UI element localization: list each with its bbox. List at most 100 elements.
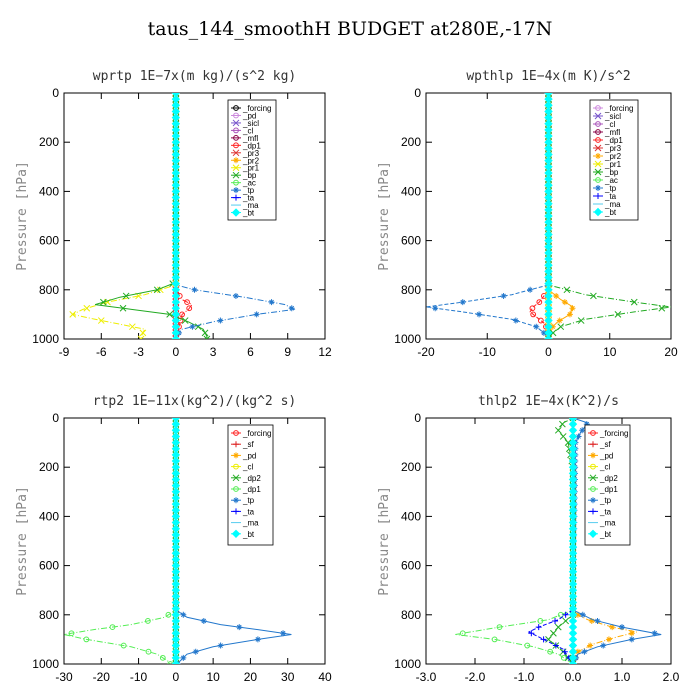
y-tick-label: 600 <box>401 234 421 248</box>
data-point <box>180 611 187 618</box>
data-point <box>595 137 601 143</box>
data-point <box>537 317 544 324</box>
data-point <box>233 187 239 194</box>
x-tick-label: -9 <box>59 345 70 359</box>
legend-label: _ta <box>599 507 612 516</box>
x-tick-label: -30 <box>55 670 73 684</box>
data-point <box>587 642 594 649</box>
data-point <box>232 292 239 299</box>
data-point <box>588 529 598 539</box>
data-point <box>590 292 597 300</box>
data-point <box>119 304 127 312</box>
legend-label: _dp2 <box>242 474 261 483</box>
data-point <box>588 617 595 624</box>
data-point <box>577 317 585 324</box>
data-point <box>233 194 239 201</box>
legend-label: _tp <box>242 496 255 505</box>
data-point <box>233 157 239 164</box>
y-tick-label: 600 <box>39 234 59 248</box>
series-line-tp <box>426 93 549 339</box>
data-point <box>231 529 241 539</box>
legend-label: _dp1 <box>599 485 618 494</box>
y-tick-label: 400 <box>401 509 421 523</box>
plot-frame <box>63 92 326 340</box>
x-tick-label: -6 <box>96 345 107 359</box>
data-point <box>562 611 569 618</box>
data-point <box>288 305 295 312</box>
data-point <box>574 648 581 655</box>
data-point <box>575 433 582 440</box>
data-point <box>530 311 537 318</box>
data-point <box>600 642 607 649</box>
data-point <box>544 334 553 339</box>
data-point <box>476 311 483 318</box>
series-line-pr1 <box>71 93 177 339</box>
x-tick-label: 1.0 <box>614 670 631 684</box>
y-tick-label: 200 <box>39 460 59 474</box>
data-point <box>233 127 239 134</box>
data-point <box>201 329 209 337</box>
legend-label: _pr2 <box>242 156 260 165</box>
data-point <box>233 142 239 149</box>
x-tick-label: 0 <box>545 345 552 359</box>
x-tick-label: -20 <box>417 345 435 359</box>
data-point <box>268 299 275 306</box>
legend-label: _pr2 <box>604 152 622 161</box>
data-point <box>595 193 601 199</box>
data-point <box>540 329 547 336</box>
data-point <box>233 486 239 492</box>
x-tick-label: 40 <box>318 670 332 684</box>
series-group <box>64 418 292 664</box>
y-axis-label: Pressure [hPa] <box>377 486 392 596</box>
chart-title: rtp2 1E−11x(kg^2)/(kg^2 s) <box>93 394 297 409</box>
chart-title: thlp2 1E−4x(K^2)/s <box>478 394 619 409</box>
data-point <box>233 452 239 459</box>
legend-label: _bt <box>604 208 617 217</box>
y-tick-label: 400 <box>39 184 59 198</box>
legend-label: _forcing <box>599 429 628 438</box>
y-tick-label: 200 <box>401 135 421 149</box>
data-point <box>593 207 603 217</box>
data-point <box>232 474 240 482</box>
data-point <box>231 208 241 217</box>
x-tick-label: -20 <box>93 670 111 684</box>
data-point <box>605 636 612 643</box>
legend-label: _pd <box>242 451 256 460</box>
data-point <box>459 630 466 637</box>
figure-title: taus_144_smoothH BUDGET at280E,-17N <box>147 18 553 40</box>
data-point <box>491 636 498 643</box>
data-point <box>564 439 572 446</box>
data-point <box>574 611 581 618</box>
plot-frame <box>63 417 326 665</box>
legend-label: _dp1 <box>242 141 261 150</box>
y-tick-label: 800 <box>401 608 421 622</box>
data-point <box>609 624 616 631</box>
legend-label: _bt <box>599 530 612 539</box>
data-point <box>561 299 568 306</box>
data-point <box>529 305 536 312</box>
data-point <box>658 304 666 312</box>
data-point <box>594 112 602 120</box>
legend-box <box>589 99 639 221</box>
data-point <box>280 630 287 637</box>
data-point <box>552 642 559 649</box>
data-point <box>512 317 519 324</box>
legend-label: _tp <box>604 184 617 193</box>
legend-label: _forcing <box>604 104 633 113</box>
data-point <box>595 185 601 191</box>
data-point <box>560 654 567 661</box>
data-point <box>553 292 560 299</box>
data-point <box>581 648 588 655</box>
x-tick-label: -10 <box>130 670 148 684</box>
data-point <box>159 654 166 661</box>
legend-label: _mfl <box>242 134 258 143</box>
x-tick-label: 0 <box>173 345 180 359</box>
legend-label: _sf <box>242 440 254 449</box>
data-point <box>579 427 586 434</box>
data-point <box>191 286 198 293</box>
data-point <box>233 134 239 141</box>
data-point <box>630 298 638 306</box>
data-point <box>590 430 596 436</box>
data-point <box>166 311 173 318</box>
data-point <box>496 624 503 630</box>
